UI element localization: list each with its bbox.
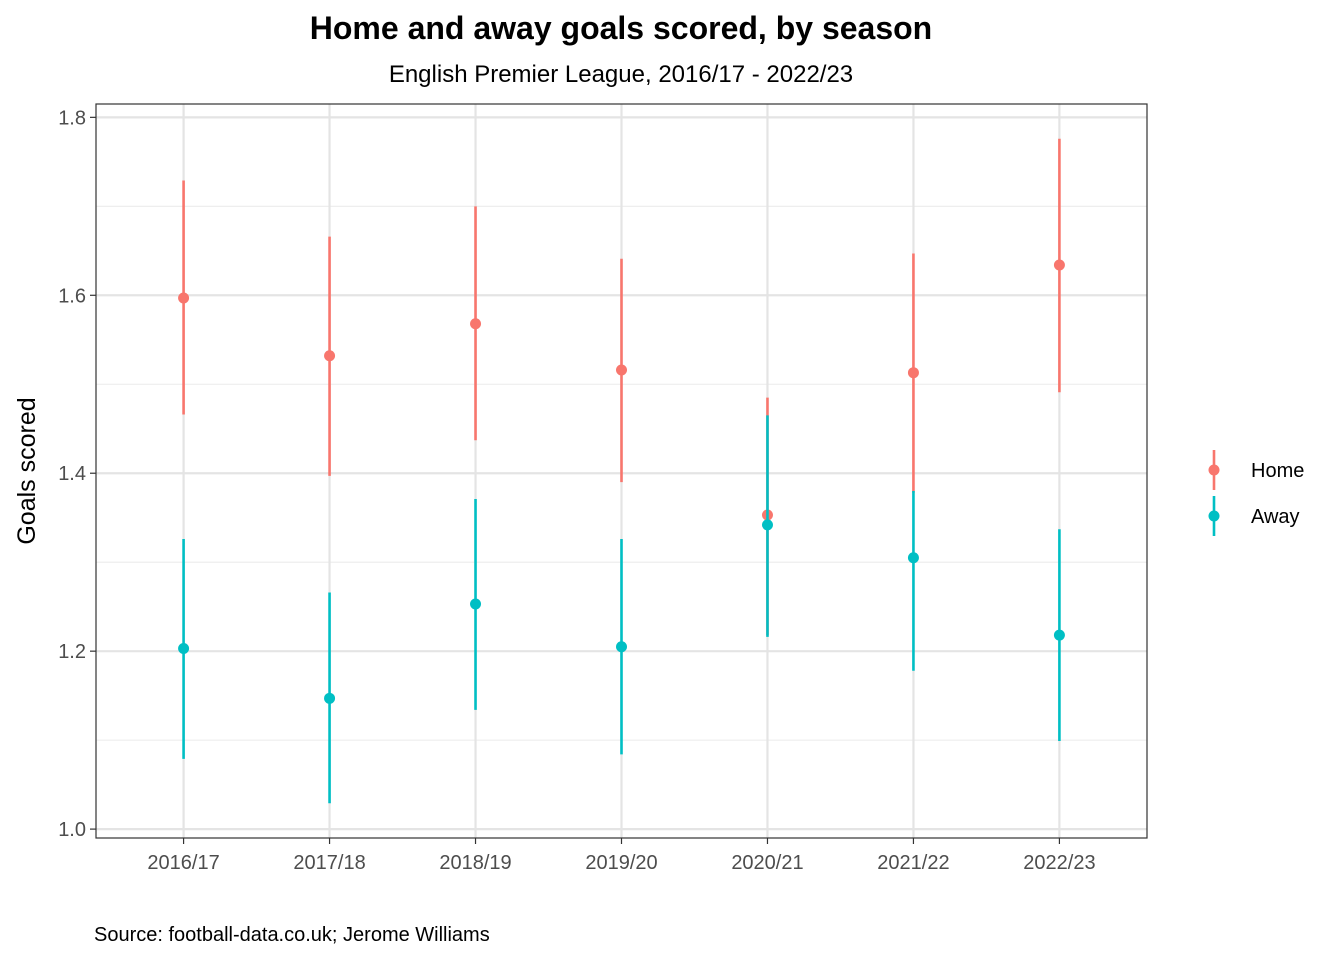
legend-label-away: Away bbox=[1251, 506, 1300, 528]
point-away bbox=[178, 642, 190, 654]
data-marks bbox=[178, 138, 1065, 804]
x-tick-label: 2019/20 bbox=[585, 852, 657, 874]
x-axis: 2016/17 2017/18 2018/19 2019/20 2020/21 2021/… bbox=[147, 838, 1096, 874]
y-tick-label: 1.8 bbox=[58, 107, 86, 129]
point-away bbox=[761, 519, 773, 531]
x-tick-label: 2018/19 bbox=[439, 852, 511, 874]
x-tick-label: 2021/22 bbox=[877, 852, 949, 874]
chart-title: Home and away goals scored, by season bbox=[310, 10, 932, 46]
y-axis: 1.0 1.2 1.4 1.6 1.8 bbox=[58, 107, 96, 841]
point-away bbox=[1053, 629, 1065, 641]
legend-key-point-home bbox=[1208, 464, 1220, 476]
chart-subtitle: English Premier League, 2016/17 - 2022/2… bbox=[389, 61, 853, 88]
y-tick-label: 1.4 bbox=[58, 463, 86, 485]
point-away bbox=[324, 692, 336, 704]
y-tick-label: 1.6 bbox=[58, 285, 86, 307]
x-tick-label: 2022/23 bbox=[1023, 852, 1095, 874]
x-tick-label: 2017/18 bbox=[293, 852, 365, 874]
x-tick-label: 2016/17 bbox=[147, 852, 219, 874]
point-home bbox=[324, 350, 336, 362]
point-away bbox=[907, 552, 919, 564]
legend-label-home: Home bbox=[1251, 460, 1304, 482]
x-tick-label: 2020/21 bbox=[731, 852, 803, 874]
point-home bbox=[616, 364, 627, 376]
point-home bbox=[907, 367, 919, 379]
chart-caption: Source: football-data.co.uk; Jerome Will… bbox=[94, 924, 490, 946]
point-home bbox=[1053, 259, 1065, 271]
point-home bbox=[470, 318, 482, 330]
y-tick-label: 1.0 bbox=[58, 819, 86, 841]
y-tick-label: 1.2 bbox=[58, 641, 86, 663]
point-away bbox=[616, 641, 627, 653]
point-home bbox=[178, 292, 190, 304]
legend-key-point-away bbox=[1208, 510, 1220, 522]
point-away bbox=[470, 598, 482, 610]
legend: Home Away bbox=[1208, 450, 1304, 536]
y-axis-title: Goals scored bbox=[13, 397, 41, 544]
